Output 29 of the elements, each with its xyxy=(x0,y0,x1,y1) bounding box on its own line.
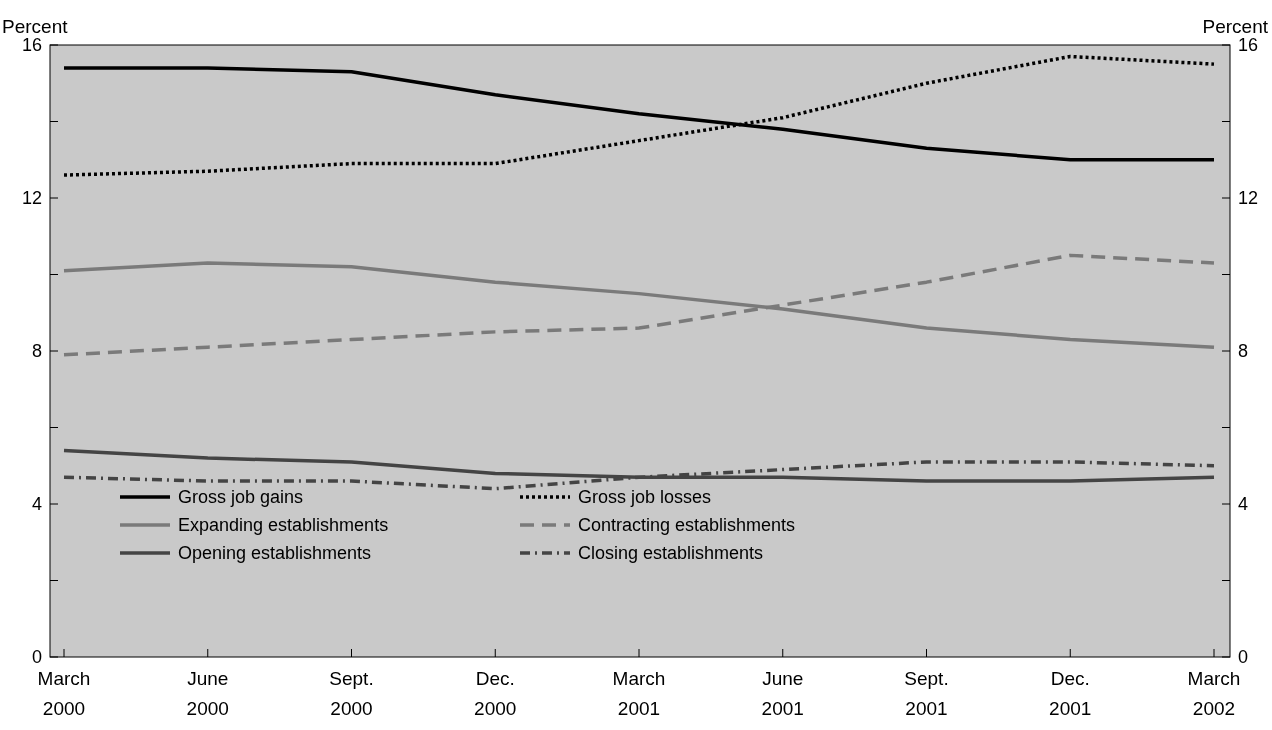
y-axis-title: Percent xyxy=(2,16,69,37)
x-tick-label: Sept. 2001 xyxy=(904,668,949,719)
line-series xyxy=(62,253,1216,357)
y2-axis-title: Percent xyxy=(1202,16,1269,37)
x-tick-label: Sept. 2000 xyxy=(329,668,374,719)
x-tick-label: Dec. 2000 xyxy=(474,668,517,719)
legend-label: Contracting establishments xyxy=(578,515,796,536)
legend-label: Expanding establishments xyxy=(178,515,389,536)
x-tick-label: March 2000 xyxy=(37,668,91,719)
y-tick-label: 16 xyxy=(21,35,42,56)
legend-label: Closing establishments xyxy=(578,543,764,564)
x-tick-label: June 2001 xyxy=(761,668,804,719)
x-tick-label: June 2000 xyxy=(186,668,229,719)
y2-tick-label: 4 xyxy=(1238,494,1249,515)
y-tick-label: 4 xyxy=(31,494,42,515)
y-tick-label: 8 xyxy=(31,341,42,362)
x-tick-label: March 2001 xyxy=(612,668,666,719)
legend-label: Opening establishments xyxy=(178,543,372,564)
x-tick-label: March 2002 xyxy=(1187,668,1241,719)
y-tick-label: 12 xyxy=(21,188,42,209)
y2-tick-label: 12 xyxy=(1238,188,1259,209)
y2-tick-label: 0 xyxy=(1238,647,1249,668)
legend-label: Gross job gains xyxy=(178,487,304,508)
y2-tick-label: 16 xyxy=(1238,35,1259,56)
line-series xyxy=(62,54,1216,177)
x-tick-label: Dec. 2001 xyxy=(1049,668,1092,719)
y-tick-label: 0 xyxy=(31,647,42,668)
y2-tick-label: 8 xyxy=(1238,341,1249,362)
legend-label: Gross job losses xyxy=(578,487,712,508)
